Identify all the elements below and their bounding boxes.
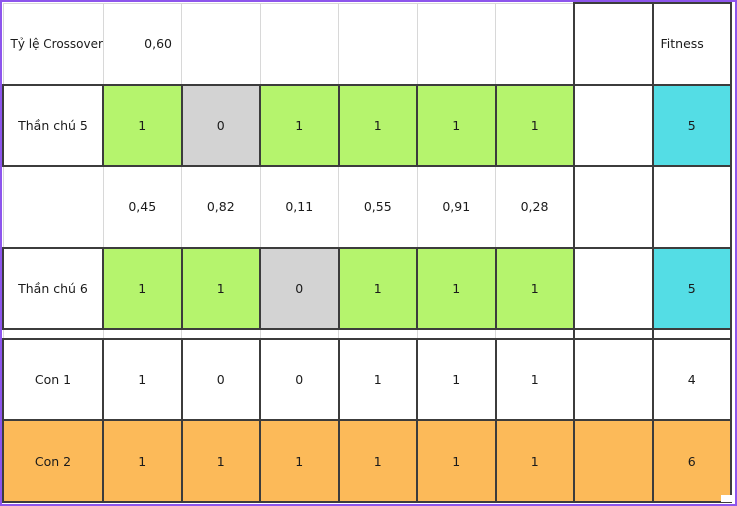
crossover-rate-cell[interactable]: 0,60 bbox=[102, 2, 182, 86]
parent5-fitness-cell[interactable]: 5 bbox=[651, 83, 732, 168]
table-row-parent5: Thần chú 5 1 0 1 1 1 1 5 bbox=[2, 83, 732, 168]
blank-cell[interactable] bbox=[338, 2, 418, 86]
parent6-gene-2[interactable]: 1 bbox=[180, 246, 261, 331]
child2-gene-1[interactable]: 1 bbox=[102, 419, 183, 503]
parent6-label-cell[interactable]: Thần chú 6 bbox=[2, 246, 104, 331]
blank-cell[interactable] bbox=[259, 2, 339, 86]
blank-cell[interactable] bbox=[259, 328, 339, 340]
parent6-gene-5[interactable]: 1 bbox=[416, 246, 497, 331]
spacer-cell[interactable] bbox=[573, 83, 654, 168]
blank-cell[interactable] bbox=[181, 2, 261, 86]
table-row-empty bbox=[2, 328, 732, 340]
blank-cell[interactable] bbox=[416, 328, 496, 340]
child1-label-cell[interactable]: Con 1 bbox=[2, 337, 104, 422]
blank-cell[interactable] bbox=[495, 328, 575, 340]
random-value-6[interactable]: 0,28 bbox=[495, 165, 575, 249]
spacer-cell[interactable] bbox=[573, 2, 654, 86]
parent6-fitness-cell[interactable]: 5 bbox=[651, 246, 732, 331]
child2-gene-6[interactable]: 1 bbox=[494, 419, 575, 503]
child1-fitness-cell[interactable]: 4 bbox=[651, 337, 732, 422]
spacer-cell[interactable] bbox=[573, 419, 654, 503]
child1-gene-3[interactable]: 0 bbox=[259, 337, 340, 422]
blank-cell[interactable] bbox=[102, 328, 182, 340]
table-row-child2: Con 2 1 1 1 1 1 1 6 bbox=[2, 419, 732, 503]
child2-fitness-cell[interactable]: 6 bbox=[651, 419, 732, 503]
parent6-gene-4[interactable]: 1 bbox=[337, 246, 418, 331]
parent5-gene-6[interactable]: 1 bbox=[494, 83, 575, 168]
table-row-parent6: Thần chú 6 1 1 0 1 1 1 5 bbox=[2, 246, 732, 331]
crossover-label-cell[interactable]: Tỷ lệ Crossover bbox=[2, 2, 104, 86]
table-row-random-values: 0,45 0,82 0,11 0,55 0,91 0,28 bbox=[2, 165, 732, 249]
random-value-4[interactable]: 0,55 bbox=[338, 165, 418, 249]
blank-cell[interactable] bbox=[338, 328, 418, 340]
child1-gene-1[interactable]: 1 bbox=[102, 337, 183, 422]
parent5-gene-2[interactable]: 0 bbox=[180, 83, 261, 168]
random-value-2[interactable]: 0,82 bbox=[181, 165, 261, 249]
spacer-cell[interactable] bbox=[573, 328, 654, 340]
random-value-5[interactable]: 0,91 bbox=[416, 165, 496, 249]
blank-cell[interactable] bbox=[181, 328, 261, 340]
parent5-gene-4[interactable]: 1 bbox=[337, 83, 418, 168]
child2-label-cell[interactable]: Con 2 bbox=[2, 419, 104, 503]
random-value-1[interactable]: 0,45 bbox=[102, 165, 182, 249]
parent6-gene-6[interactable]: 1 bbox=[494, 246, 575, 331]
parent6-gene-3[interactable]: 0 bbox=[259, 246, 340, 331]
child2-gene-4[interactable]: 1 bbox=[337, 419, 418, 503]
child1-gene-6[interactable]: 1 bbox=[494, 337, 575, 422]
blank-cell[interactable] bbox=[2, 328, 104, 340]
blank-fitness-cell[interactable] bbox=[651, 165, 732, 249]
frame-corner-notch bbox=[721, 495, 733, 502]
table-row-crossover-rate: Tỷ lệ Crossover 0,60 Fitness bbox=[2, 2, 732, 86]
parent6-gene-1[interactable]: 1 bbox=[102, 246, 183, 331]
spacer-cell[interactable] bbox=[573, 165, 654, 249]
spacer-cell[interactable] bbox=[573, 337, 654, 422]
blank-cell[interactable] bbox=[495, 2, 575, 86]
blank-cell[interactable] bbox=[416, 2, 496, 86]
child2-gene-3[interactable]: 1 bbox=[259, 419, 340, 503]
blank-cell[interactable] bbox=[2, 165, 104, 249]
child1-gene-4[interactable]: 1 bbox=[337, 337, 418, 422]
child1-gene-2[interactable]: 0 bbox=[180, 337, 261, 422]
random-value-3[interactable]: 0,11 bbox=[259, 165, 339, 249]
child2-gene-2[interactable]: 1 bbox=[180, 419, 261, 503]
table-row-child1: Con 1 1 0 0 1 1 1 4 bbox=[2, 337, 732, 422]
parent5-gene-3[interactable]: 1 bbox=[259, 83, 340, 168]
child1-gene-5[interactable]: 1 bbox=[416, 337, 497, 422]
parent5-gene-5[interactable]: 1 bbox=[416, 83, 497, 168]
spacer-cell[interactable] bbox=[573, 246, 654, 331]
child2-gene-5[interactable]: 1 bbox=[416, 419, 497, 503]
blank-fitness-cell[interactable] bbox=[651, 328, 732, 340]
parent5-gene-1[interactable]: 1 bbox=[102, 83, 183, 168]
parent5-label-cell[interactable]: Thần chú 5 bbox=[2, 83, 104, 168]
fitness-header-cell[interactable]: Fitness bbox=[651, 2, 732, 86]
